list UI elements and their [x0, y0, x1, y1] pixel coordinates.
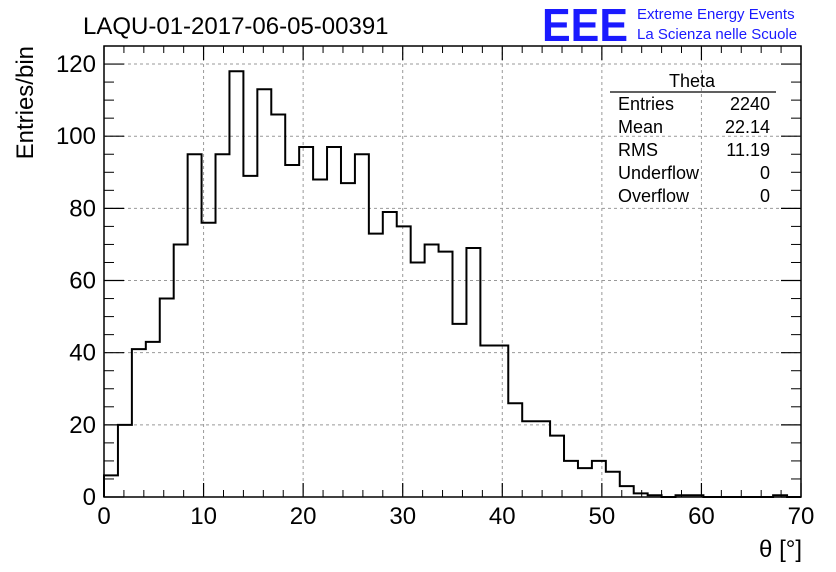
- stats-row-label: Entries: [618, 94, 674, 114]
- y-tick-label: 60: [69, 268, 96, 295]
- plot-frame: [103, 45, 802, 498]
- eee-logo-line2: La Scienza nelle Scuole: [637, 26, 797, 43]
- stats-row-value: 22.14: [725, 117, 770, 137]
- stats-row-label: RMS: [618, 140, 658, 160]
- stats-row-label: Overflow: [618, 186, 690, 206]
- histogram-step-line: [103, 70, 801, 498]
- x-tick-label: 10: [190, 503, 217, 530]
- y-tick-label: 80: [69, 195, 96, 222]
- x-tick-label: 40: [489, 503, 516, 530]
- y-axis-label: Entries/bin: [12, 46, 39, 159]
- y-tick-label: 20: [69, 412, 96, 439]
- y-tick-label: 40: [69, 340, 96, 367]
- y-tick-label: 120: [56, 51, 96, 78]
- eee-logo-line1: Extreme Energy Events: [637, 6, 795, 23]
- x-tick-label: 60: [688, 503, 715, 530]
- y-tick-labels: 0 20 40 60 80 100 120: [56, 51, 96, 511]
- eee-logo-mark: EEE: [542, 0, 628, 51]
- x-axis-label: θ [°]: [759, 536, 802, 563]
- eee-logo: EEE Extreme Energy Events La Scienza nel…: [542, 0, 797, 51]
- x-tick-label: 0: [97, 503, 110, 530]
- stats-row-value: 2240: [730, 94, 770, 114]
- stats-row-label: Underflow: [618, 163, 700, 183]
- x-tick-label: 50: [589, 503, 616, 530]
- stats-title: Theta: [669, 71, 716, 91]
- x-tick-label: 70: [788, 503, 815, 530]
- chart-title: LAQU-01-2017-06-05-00391: [83, 13, 389, 40]
- stats-row-value: 0: [760, 186, 770, 206]
- stats-row-value: 0: [760, 163, 770, 183]
- stats-row-value: 11.19: [726, 140, 770, 160]
- x-tick-label: 30: [389, 503, 416, 530]
- y-tick-label: 100: [56, 123, 96, 150]
- axis-ticks: [103, 46, 802, 498]
- y-tick-label: 0: [83, 484, 96, 511]
- stats-row-label: Mean: [618, 117, 663, 137]
- stats-box: Theta Entries 2240 Mean 22.14 RMS 11.19 Underf…: [610, 71, 776, 206]
- x-tick-labels: 0 10 20 30 40 50 60 70: [97, 503, 814, 530]
- x-tick-label: 20: [290, 503, 317, 530]
